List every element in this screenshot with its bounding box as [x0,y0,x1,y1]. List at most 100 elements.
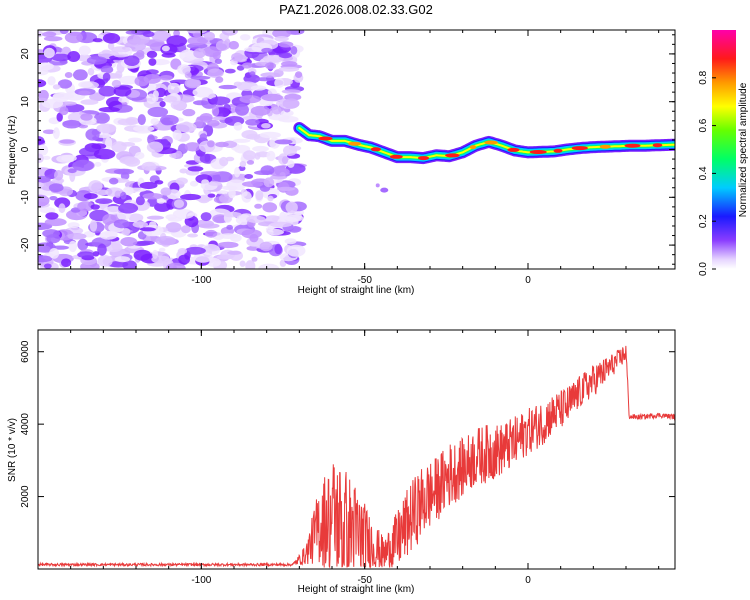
noise-blob [99,230,118,240]
noise-blob [136,50,145,58]
noise-blob [59,30,69,35]
noise-blob [281,89,301,94]
noise-blob [226,224,234,230]
noise-blob [142,193,164,200]
noise-blob [253,170,273,175]
noise-blob [95,133,112,138]
noise-blob [43,263,52,269]
noise-blob [161,138,169,146]
noise-blob [167,82,181,95]
track-hotspot [469,145,477,150]
track-hotspot [529,150,547,154]
noise-blob [56,112,63,122]
noise-blob [263,177,275,188]
noise-blob [83,231,96,238]
noise-blob [251,256,258,262]
track-hotspot [389,154,403,159]
track-hotspot [484,140,498,145]
noise-blob [243,74,260,84]
noise-blob [266,228,284,236]
noise-blob [223,211,242,218]
noise-blob [120,237,138,247]
noise-blob [52,84,61,90]
noise-blob [38,62,54,71]
noise-blob [147,106,169,118]
noise-blob [201,179,210,186]
noise-blob [245,260,256,269]
noise-blob [73,69,88,81]
noise-blob [121,228,131,236]
noise-blob [53,127,60,140]
noise-blob [70,207,81,213]
noise-blob [184,71,192,79]
noise-blob [156,198,166,204]
noise-blob [93,148,116,160]
noise-blob [111,79,122,88]
noise-blob [163,95,178,103]
noise-blob [235,103,249,116]
noise-blob [139,181,158,190]
noise-blob [179,168,188,174]
noise-blob [218,84,238,90]
noise-blob [200,171,221,176]
stray-blob [380,187,389,193]
noise-blob [61,154,77,162]
noise-blob [268,114,290,121]
noise-blob [158,247,166,252]
noise-blob [151,255,171,264]
noise-blob [278,41,294,48]
noise-blob [286,244,306,257]
noise-blob [69,170,76,182]
noise-blob [239,95,261,104]
noise-blob [139,227,156,232]
noise-blob [38,31,44,38]
noise-blob [255,190,264,201]
noise-blob [125,30,142,35]
noise-blob [113,53,129,58]
noise-blob [255,77,275,82]
noise-blob [173,199,185,208]
noise-blob [184,142,201,152]
noise-blob [254,203,263,209]
noise-blob [135,196,145,206]
y-tick-label: 2000 [20,485,31,508]
noise-blob [250,85,267,91]
noise-blob [141,161,157,171]
noise-blob [132,125,155,132]
y-tick-label: 4000 [20,413,31,436]
noise-blob [227,250,242,255]
noise-blob [92,38,103,43]
noise-blob [94,161,102,167]
noise-blob [49,248,60,259]
noise-blob [260,72,281,78]
noise-blob [264,62,277,70]
noise-blob [160,187,172,196]
noise-blob [98,106,120,113]
noise-blob [61,258,72,268]
noise-blob [282,98,300,109]
noise-blob [173,30,180,37]
noise-blob [274,36,289,42]
x-tick-label: 0 [525,275,531,286]
noise-blob [59,139,75,144]
noise-blob [178,254,191,265]
noise-blob [100,65,114,74]
noise-blob [284,238,297,245]
snr-panel: -100 -50 0 2000 4000 6000 Height of straight… [7,329,676,595]
noise-blob [146,141,164,154]
noise-blob [50,53,71,62]
noise-blob [165,262,186,269]
noise-blob [102,214,117,226]
noise-blob [96,189,109,196]
colorbar-tick-label: 0.6 [698,118,709,132]
noise-blob [86,56,108,65]
x-tick-label: -50 [357,575,372,586]
noise-blob [215,40,230,51]
noise-blob [192,32,202,38]
noise-blob [42,129,56,135]
noise-blob [224,30,235,33]
x-tick-label: -50 [357,275,372,286]
noise-blob [137,114,146,126]
noise-blob [214,58,222,64]
noise-blob [114,190,122,198]
